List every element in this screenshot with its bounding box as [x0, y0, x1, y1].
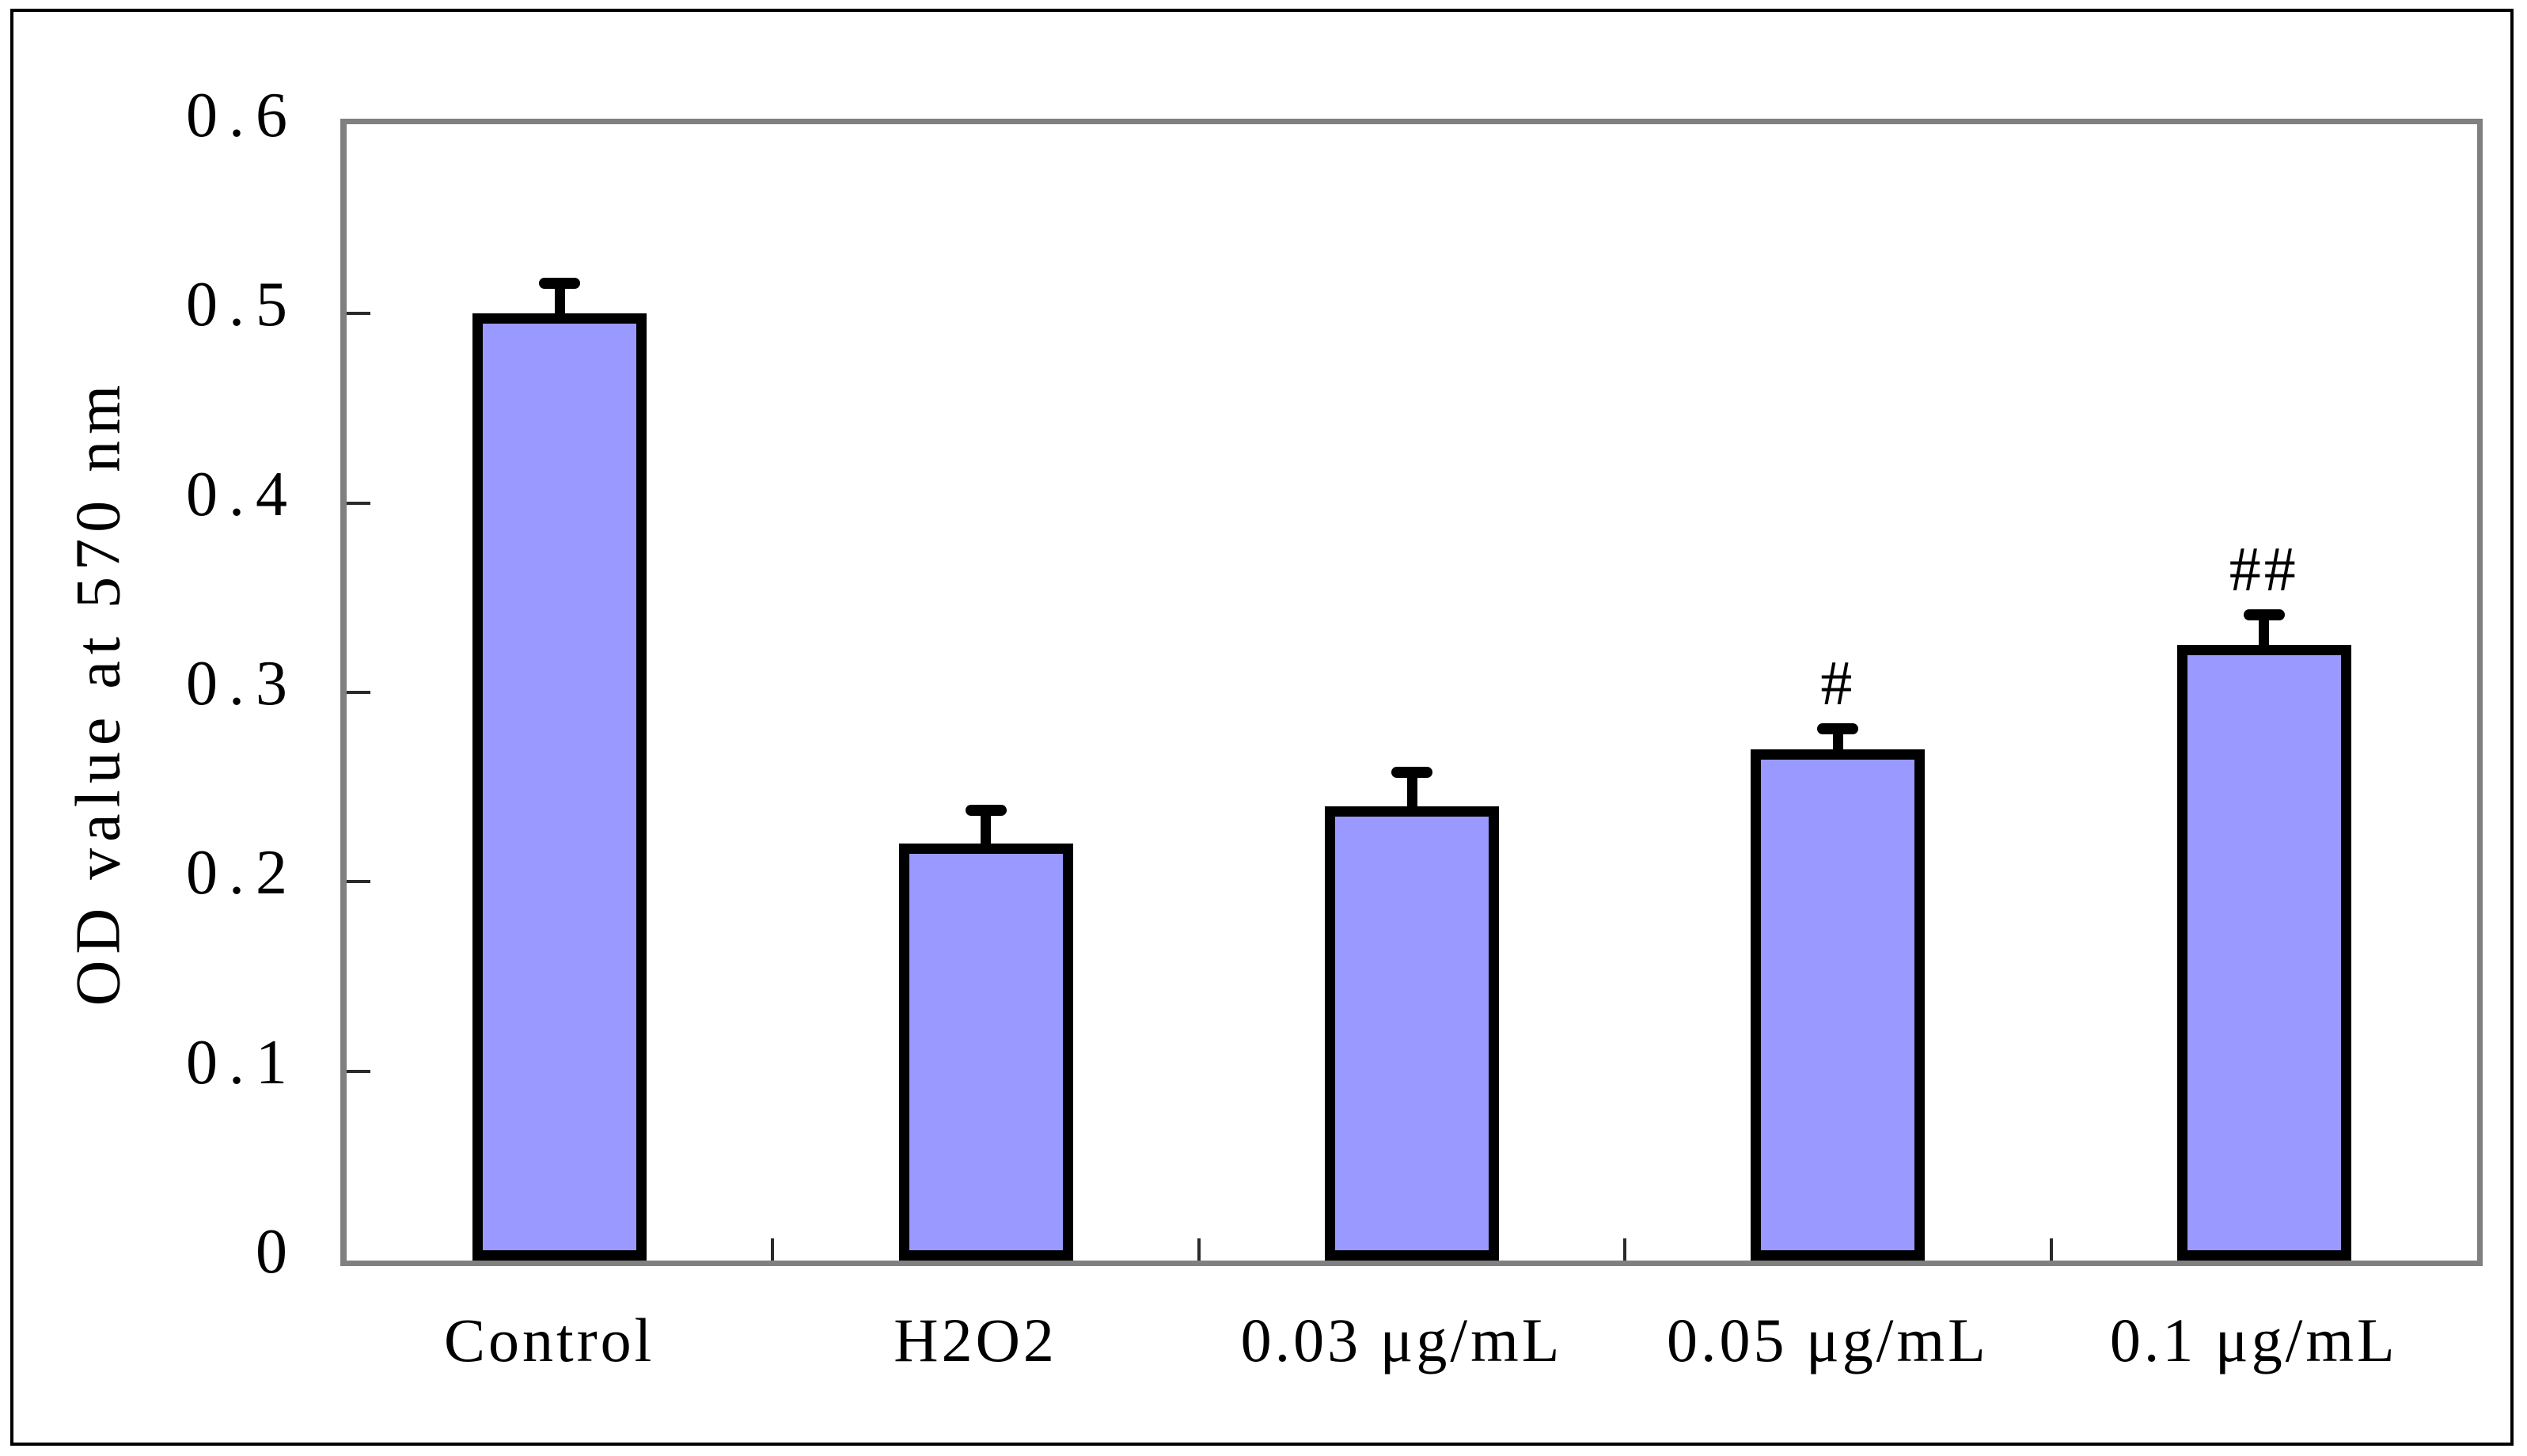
error-bar-stem [554, 289, 565, 314]
error-bar-cap [1391, 766, 1432, 778]
y-axis-tick-label: 0.1 [186, 1027, 298, 1098]
x-axis-category-label: 0.05 μg/mL [1666, 1306, 1989, 1374]
y-axis-tick-label: 0.5 [186, 270, 298, 340]
y-axis-tick [347, 312, 370, 316]
y-axis-tick-label: 0 [256, 1217, 298, 1287]
x-axis-category-label: H2O2 [894, 1306, 1057, 1374]
error-bar-cap [539, 278, 581, 290]
y-axis-tick-label: 0.3 [186, 649, 298, 719]
x-axis-category-label: Control [444, 1306, 655, 1374]
x-axis-category-label: 0.1 μg/mL [2109, 1306, 2398, 1374]
error-bar-stem [1406, 777, 1417, 806]
x-axis-tick [2049, 1238, 2053, 1261]
bar [1751, 749, 1926, 1261]
figure-frame: # ## OD value at 570 nm 0 0.1 0.2 0.3 0.4 0.5 0… [10, 9, 2514, 1446]
error-bar-cap [2243, 609, 2285, 621]
x-axis-tick [771, 1238, 775, 1261]
bar [2176, 645, 2351, 1261]
error-bar-stem [1832, 734, 1843, 749]
error-bar-stem [981, 815, 992, 844]
error-bar-cap [1817, 722, 1859, 734]
bar [1325, 806, 1499, 1261]
error-bar-stem [2259, 620, 2270, 646]
plot-area: # ## [340, 119, 2483, 1266]
y-axis-tick [347, 501, 370, 505]
significance-annotation: ## [2229, 535, 2299, 605]
x-axis-tick [1623, 1238, 1627, 1261]
y-axis-tick-label: 0.2 [186, 838, 298, 908]
significance-annotation: # [1820, 648, 1856, 719]
y-axis-tick-label: 0.6 [186, 81, 298, 150]
bar [472, 313, 647, 1261]
y-axis-tick-label: 0.4 [186, 459, 298, 529]
bar [898, 844, 1073, 1261]
y-axis-tick [347, 880, 370, 884]
y-axis-tick [347, 691, 370, 694]
y-axis-tick [347, 1069, 370, 1073]
x-axis-tick [1197, 1238, 1201, 1261]
error-bar-cap [965, 804, 1007, 816]
x-axis-category-label: 0.03 μg/mL [1240, 1306, 1563, 1374]
